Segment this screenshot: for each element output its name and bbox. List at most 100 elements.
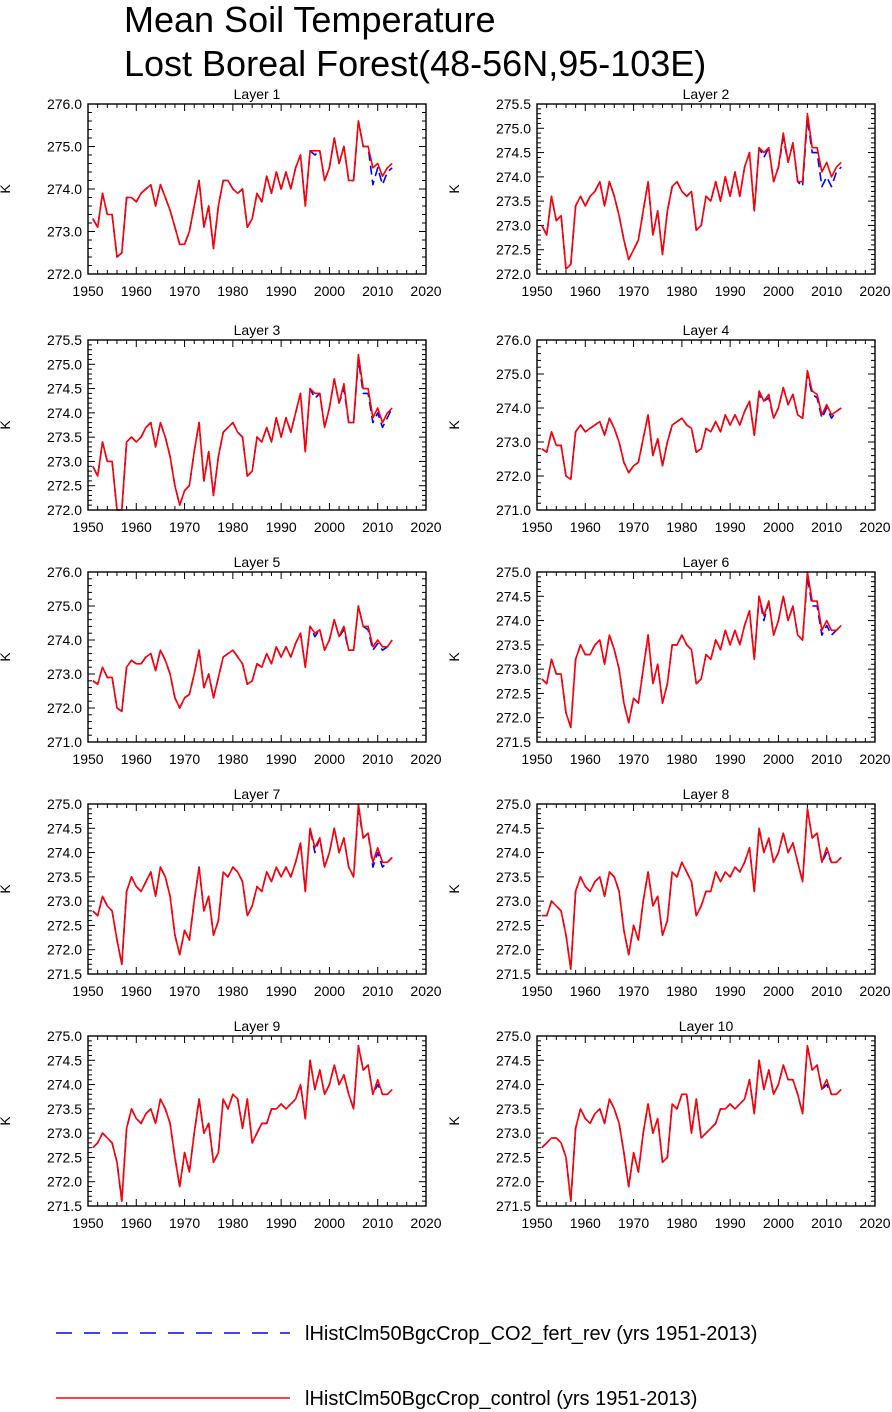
- x-tick-label: 1980: [666, 519, 697, 535]
- y-tick-label: 274.5: [496, 145, 531, 161]
- x-tick-label: 1970: [169, 519, 200, 535]
- panel-4: Layer 4 K 1950 1960 1970 1980 1990 2000 2010 2020…: [446, 322, 891, 535]
- x-tick-label: 1980: [217, 283, 248, 299]
- plot-frame: [536, 1035, 876, 1207]
- y-tick-label: 273.0: [496, 893, 531, 909]
- x-tick-label: 1960: [121, 283, 152, 299]
- x-tick-label: 1990: [715, 519, 746, 535]
- y-tick-label: 275.0: [496, 120, 531, 136]
- y-axis-label: K: [446, 652, 462, 662]
- x-tick-label: 1950: [521, 751, 552, 767]
- x-tick-label: 1970: [618, 983, 649, 999]
- y-tick-label: 272.0: [47, 1174, 82, 1190]
- y-tick-label: 273.5: [47, 429, 82, 445]
- y-axis-label: K: [446, 184, 462, 194]
- y-tick-label: 275.0: [496, 1028, 531, 1044]
- legend-label-control: lHistClm50BgcCrop_control (yrs 1951-2013…: [305, 1388, 697, 1410]
- y-tick-label: 272.5: [496, 917, 531, 933]
- y-axis-label: K: [446, 884, 462, 894]
- figure-title-line-2: Lost Boreal Forest(48-56N,95-103E): [124, 43, 706, 84]
- x-tick-label: 1990: [266, 751, 297, 767]
- y-tick-label: 274.0: [47, 632, 82, 648]
- series-line-control: [541, 369, 842, 481]
- y-tick-label: 271.5: [496, 966, 531, 982]
- y-tick-label: 275.0: [47, 796, 82, 812]
- x-tick-label: 2000: [763, 983, 794, 999]
- x-tick-label: 2010: [362, 751, 393, 767]
- plot-frame: [87, 571, 427, 743]
- y-tick-label: 276.0: [496, 332, 531, 348]
- x-tick-label: 1950: [72, 519, 103, 535]
- y-tick-label: 276.0: [47, 564, 82, 580]
- x-tick-label: 1970: [618, 283, 649, 299]
- series-line-control: [92, 803, 393, 966]
- x-tick-label: 1990: [266, 283, 297, 299]
- y-tick-label: 271.0: [496, 502, 531, 518]
- x-tick-label: 2020: [410, 983, 441, 999]
- x-tick-label: 2010: [811, 751, 842, 767]
- plot-frame: [87, 103, 427, 275]
- y-axis-label: K: [0, 652, 13, 662]
- series-line-control: [92, 120, 393, 258]
- y-tick-label: 275.5: [47, 332, 82, 348]
- x-tick-label: 1990: [266, 983, 297, 999]
- x-tick-label: 1960: [121, 751, 152, 767]
- y-tick-label: 272.0: [496, 710, 531, 726]
- panel-title: Layer 10: [679, 1018, 734, 1034]
- x-tick-label: 1970: [169, 751, 200, 767]
- x-tick-label: 2010: [362, 283, 393, 299]
- y-tick-label: 271.5: [47, 966, 82, 982]
- y-tick-label: 274.0: [496, 613, 531, 629]
- y-tick-label: 273.0: [47, 453, 82, 469]
- y-tick-label: 274.5: [47, 820, 82, 836]
- y-tick-label: 272.0: [496, 942, 531, 958]
- panel-title: Layer 2: [683, 86, 730, 102]
- x-tick-label: 2000: [314, 1215, 345, 1231]
- x-tick-label: 1980: [217, 1215, 248, 1231]
- panel-10: Layer 10 K 1950 1960 1970 1980 1990 2000 2010 202…: [446, 1018, 891, 1231]
- x-tick-label: 2000: [314, 283, 345, 299]
- x-tick-label: 1980: [666, 1215, 697, 1231]
- x-tick-label: 1950: [521, 283, 552, 299]
- y-axis-label: K: [446, 1116, 462, 1126]
- series-line-control: [541, 1044, 842, 1202]
- legend: lHistClm50BgcCrop_CO2_fert_rev (yrs 1951…: [56, 1323, 757, 1410]
- x-tick-label: 2010: [811, 983, 842, 999]
- y-tick-label: 271.5: [496, 734, 531, 750]
- y-tick-label: 275.0: [47, 598, 82, 614]
- y-tick-label: 275.0: [496, 564, 531, 580]
- y-tick-label: 272.0: [496, 1174, 531, 1190]
- x-tick-label: 2010: [811, 1215, 842, 1231]
- y-tick-label: 274.5: [496, 820, 531, 836]
- panels-group: Layer 1 K 1950 1960 1970 1980 1990 2000 2010 2020…: [0, 86, 891, 1231]
- figure-title-line-1: Mean Soil Temperature: [124, 0, 496, 40]
- y-tick-label: 275.0: [47, 356, 82, 372]
- panel-title: Layer 7: [234, 786, 281, 802]
- y-tick-label: 273.5: [47, 1101, 82, 1117]
- y-tick-label: 272.0: [47, 700, 82, 716]
- y-tick-label: 272.0: [47, 266, 82, 282]
- y-tick-label: 273.0: [47, 1125, 82, 1141]
- x-tick-label: 2000: [763, 283, 794, 299]
- y-tick-label: 274.5: [47, 381, 82, 397]
- y-axis-label: K: [446, 420, 462, 430]
- x-tick-label: 2000: [763, 519, 794, 535]
- y-tick-label: 275.0: [47, 1028, 82, 1044]
- x-tick-label: 1990: [715, 751, 746, 767]
- x-tick-label: 1970: [618, 751, 649, 767]
- x-tick-label: 2020: [859, 983, 890, 999]
- plot-frame: [536, 339, 876, 511]
- y-tick-label: 273.5: [496, 1101, 531, 1117]
- y-axis-label: K: [0, 884, 13, 894]
- x-tick-label: 2000: [763, 751, 794, 767]
- x-tick-label: 1950: [521, 1215, 552, 1231]
- x-tick-label: 1960: [121, 983, 152, 999]
- x-tick-label: 1980: [217, 751, 248, 767]
- y-tick-label: 272.5: [496, 685, 531, 701]
- plot-frame: [87, 339, 427, 511]
- series-line-control: [92, 605, 393, 713]
- plot-frame: [536, 103, 876, 275]
- x-tick-label: 1980: [666, 751, 697, 767]
- y-tick-label: 276.0: [47, 96, 82, 112]
- panel-title: Layer 3: [234, 322, 281, 338]
